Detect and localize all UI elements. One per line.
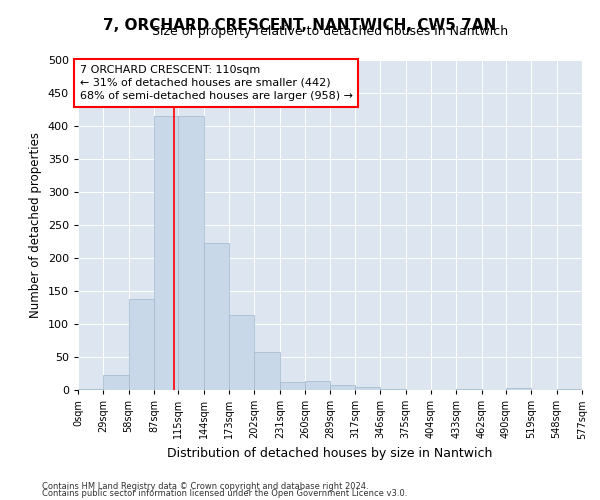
Bar xyxy=(103,376,128,390)
Bar xyxy=(78,388,103,390)
Bar xyxy=(557,388,582,390)
Text: Contains public sector information licensed under the Open Government Licence v3: Contains public sector information licen… xyxy=(42,489,407,498)
Bar xyxy=(204,243,229,390)
Bar xyxy=(154,116,178,390)
Text: Contains HM Land Registry data © Crown copyright and database right 2024.: Contains HM Land Registry data © Crown c… xyxy=(42,482,368,491)
X-axis label: Distribution of detached houses by size in Nantwich: Distribution of detached houses by size … xyxy=(167,447,493,460)
Text: 7 ORCHARD CRESCENT: 110sqm
← 31% of detached houses are smaller (442)
68% of sem: 7 ORCHARD CRESCENT: 110sqm ← 31% of deta… xyxy=(80,64,353,101)
Bar xyxy=(128,299,154,390)
Bar xyxy=(178,116,204,390)
Y-axis label: Number of detached properties: Number of detached properties xyxy=(29,132,42,318)
Bar xyxy=(305,382,331,390)
Bar xyxy=(331,384,355,390)
Bar xyxy=(355,388,380,390)
Bar xyxy=(229,316,254,390)
Bar xyxy=(254,352,280,390)
Bar xyxy=(506,388,532,390)
Text: 7, ORCHARD CRESCENT, NANTWICH, CW5 7AN: 7, ORCHARD CRESCENT, NANTWICH, CW5 7AN xyxy=(103,18,497,32)
Bar xyxy=(280,382,305,390)
Title: Size of property relative to detached houses in Nantwich: Size of property relative to detached ho… xyxy=(152,25,508,38)
Bar xyxy=(456,388,482,390)
